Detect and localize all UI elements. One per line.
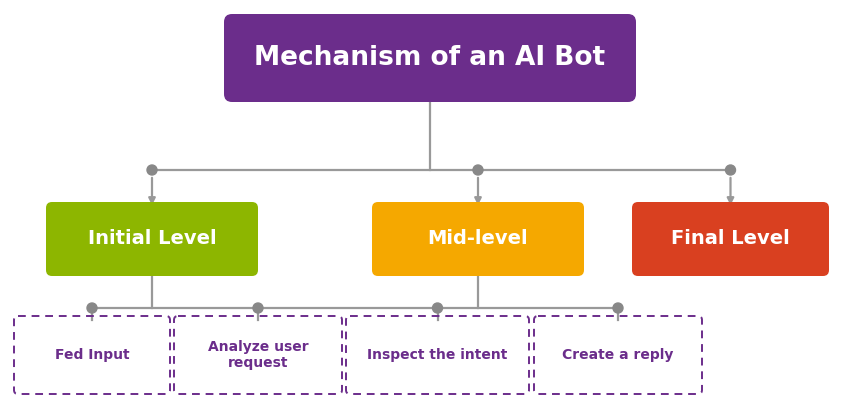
Circle shape [87,303,97,313]
FancyBboxPatch shape [372,202,584,276]
FancyBboxPatch shape [632,202,829,276]
Text: Mid-level: Mid-level [427,229,528,249]
Circle shape [253,303,263,313]
Text: Initial Level: Initial Level [88,229,217,249]
FancyBboxPatch shape [46,202,258,276]
Circle shape [726,165,735,175]
Circle shape [147,165,157,175]
Text: Mechanism of an AI Bot: Mechanism of an AI Bot [255,45,605,71]
Text: Create a reply: Create a reply [562,348,673,362]
Circle shape [613,303,623,313]
Circle shape [433,303,443,313]
Text: Analyze user
request: Analyze user request [207,340,309,370]
Text: Fed Input: Fed Input [55,348,129,362]
FancyBboxPatch shape [224,14,636,102]
Circle shape [473,165,483,175]
Text: Inspect the intent: Inspect the intent [367,348,507,362]
Text: Final Level: Final Level [671,229,789,249]
